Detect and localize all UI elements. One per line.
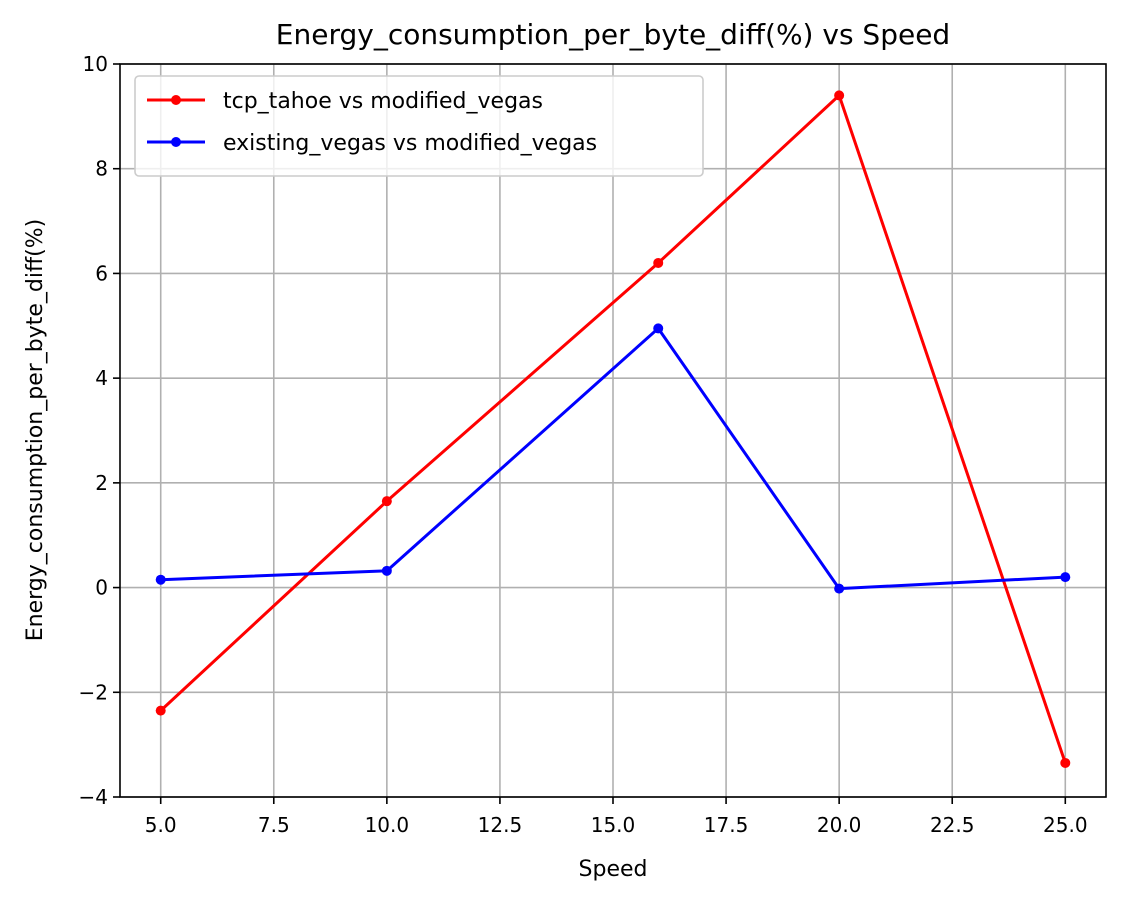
x-tick-label: 5.0 [145, 813, 177, 837]
y-tick-label: 8 [95, 157, 108, 181]
y-tick-label: 10 [83, 52, 108, 76]
series-1-point [1060, 757, 1071, 768]
y-tick-label: −4 [79, 785, 108, 809]
legend-label-2: existing_vegas vs modified_vegas [223, 131, 597, 156]
series-1-point [381, 496, 392, 507]
series-1-point [834, 90, 845, 101]
legend-marker-2 [171, 137, 181, 147]
series-2-point [653, 323, 664, 334]
y-tick-label: 4 [95, 366, 108, 390]
chart-title: Energy_consumption_per_byte_diff(%) vs S… [276, 18, 950, 51]
legend-label-1: tcp_tahoe vs modified_vegas [223, 89, 543, 114]
x-axis-label: Speed [579, 857, 648, 882]
series-2-point [1060, 572, 1071, 583]
x-tick-label: 20.0 [817, 813, 862, 837]
x-tick-label: 22.5 [930, 813, 975, 837]
series-1-point [155, 705, 166, 716]
legend-box [134, 75, 704, 177]
y-tick-label: 2 [95, 471, 108, 495]
legend-marker-1 [171, 95, 181, 105]
y-tick-label: −2 [79, 680, 108, 704]
y-tick-label: 0 [95, 576, 108, 600]
y-tick-label: 6 [95, 261, 108, 285]
legend: tcp_tahoe vs modified_vegas existing_vega… [134, 75, 704, 177]
y-axis-label: Energy_consumption_per_byte_diff(%) [23, 219, 48, 641]
ticks: 5.0 7.5 10.0 12.5 15.0 17.5 20.0 22.5 25.0 −4 −2 0 2… [79, 52, 1088, 837]
series-2-point [381, 565, 392, 576]
series-1-point [653, 257, 664, 268]
series-2-point [834, 583, 845, 594]
x-tick-label: 12.5 [478, 813, 523, 837]
x-tick-label: 25.0 [1043, 813, 1088, 837]
series-2-point [155, 574, 166, 585]
x-tick-label: 10.0 [365, 813, 410, 837]
x-tick-label: 15.0 [591, 813, 636, 837]
x-tick-label: 7.5 [258, 813, 290, 837]
series-layer [155, 90, 1071, 768]
x-tick-label: 17.5 [704, 813, 749, 837]
